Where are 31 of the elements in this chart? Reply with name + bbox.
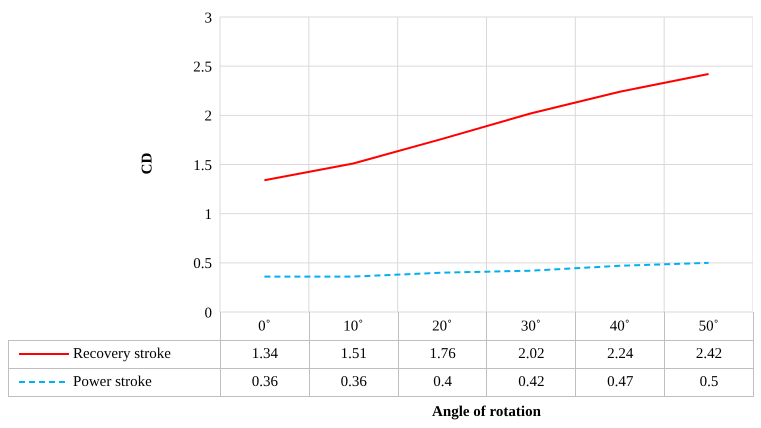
line-series <box>263 73 710 182</box>
data-label: 0.4 <box>398 368 487 396</box>
y-tick-label: 0.5 <box>193 256 212 272</box>
data-label: 2.42 <box>664 340 754 368</box>
data-label: 0.42 <box>486 368 576 396</box>
y-tick-label: 0 <box>204 305 212 322</box>
y-axis-title: CD <box>140 151 156 176</box>
x-tick-label: 0˚ <box>258 318 271 335</box>
legend-label: Power stroke <box>8 368 220 396</box>
data-label: 0.36 <box>220 368 310 396</box>
x-tick-label: 10˚ <box>343 318 364 335</box>
legend-label: Recovery stroke <box>8 340 220 368</box>
x-tick-label: 50˚ <box>698 318 719 335</box>
data-label: 2.02 <box>486 340 576 368</box>
data-label: 0.5 <box>664 368 754 396</box>
y-tick-label: 2.5 <box>193 59 212 76</box>
data-label: 0.47 <box>576 368 665 396</box>
data-label: 1.51 <box>309 340 398 368</box>
x-axis-title: Angle of rotation <box>431 404 542 421</box>
data-label: 1.76 <box>398 340 487 368</box>
x-tick-label: 40˚ <box>610 318 630 335</box>
data-label: 1.34 <box>220 340 310 368</box>
data-label: 2.24 <box>576 340 665 368</box>
x-tick-label: 30˚ <box>520 318 541 335</box>
x-tick-label: 20˚ <box>432 318 452 335</box>
y-tick-label: 1 <box>204 206 212 223</box>
y-tick-label: 1.5 <box>193 158 212 174</box>
data-label: 0.36 <box>309 368 398 396</box>
y-tick-label: 2 <box>204 108 212 125</box>
line-series <box>263 262 710 278</box>
y-tick-label: 3 <box>204 10 212 26</box>
